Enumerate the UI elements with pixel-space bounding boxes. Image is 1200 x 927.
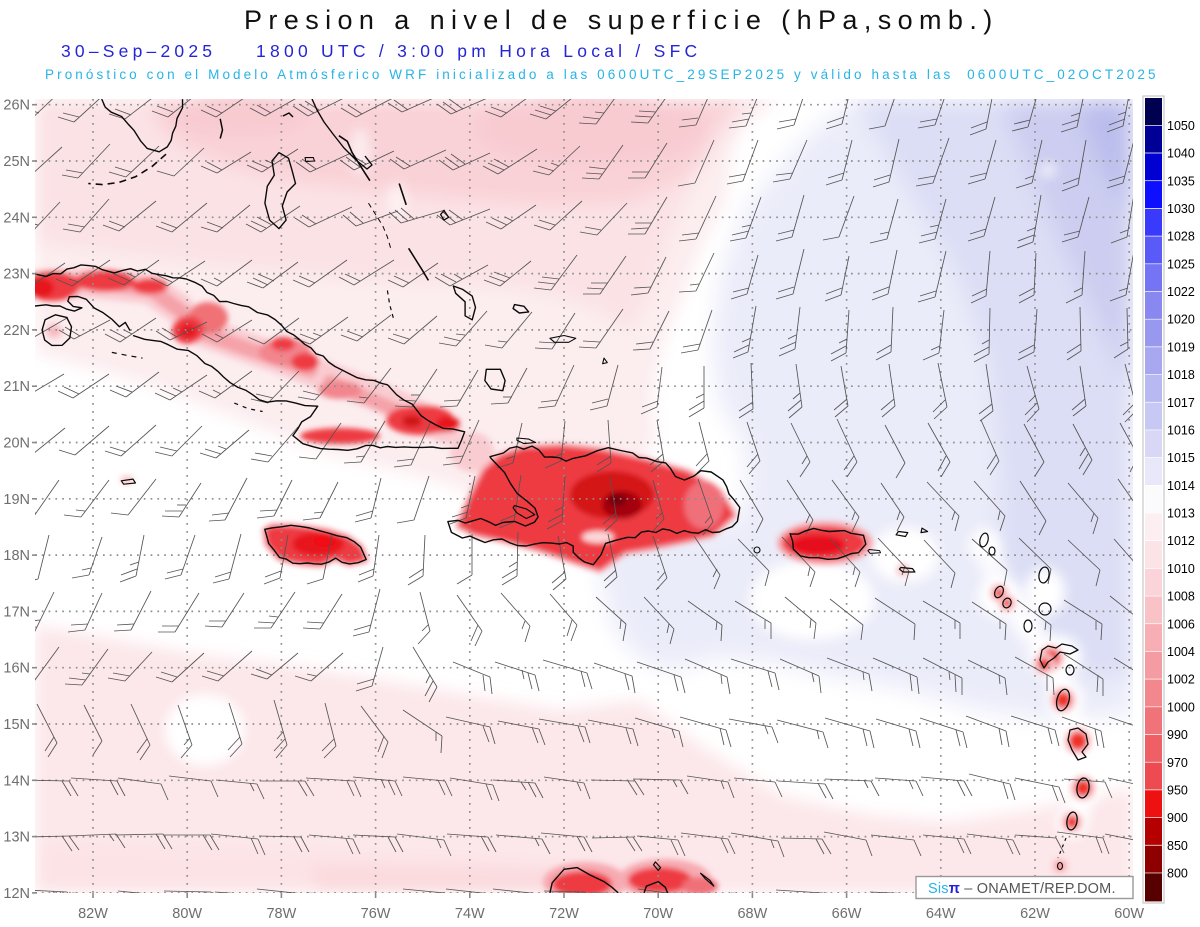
svg-text:13N: 13N xyxy=(3,830,30,846)
svg-text:1010: 1010 xyxy=(1167,562,1195,576)
svg-text:1020: 1020 xyxy=(1167,313,1195,327)
svg-text:1017: 1017 xyxy=(1167,396,1195,410)
svg-text:17N: 17N xyxy=(3,604,30,620)
svg-text:Sisπ – ONAMET/REP.DOM.: Sisπ – ONAMET/REP.DOM. xyxy=(928,881,1116,897)
svg-text:82W: 82W xyxy=(78,906,108,922)
svg-text:72W: 72W xyxy=(549,906,579,922)
svg-text:22N: 22N xyxy=(3,323,30,339)
svg-text:1030: 1030 xyxy=(1167,202,1195,216)
svg-text:15N: 15N xyxy=(3,717,30,733)
svg-text:23N: 23N xyxy=(3,267,30,283)
svg-text:64W: 64W xyxy=(926,906,956,922)
svg-text:25N: 25N xyxy=(3,154,30,170)
svg-text:1028: 1028 xyxy=(1167,230,1195,244)
svg-text:1000: 1000 xyxy=(1167,700,1195,714)
svg-text:20N: 20N xyxy=(3,436,30,452)
svg-text:1025: 1025 xyxy=(1167,257,1195,271)
svg-text:1035: 1035 xyxy=(1167,174,1195,188)
svg-text:70W: 70W xyxy=(643,906,673,922)
svg-text:14N: 14N xyxy=(3,773,30,789)
svg-text:76W: 76W xyxy=(361,906,391,922)
svg-text:1013: 1013 xyxy=(1167,507,1195,521)
svg-text:1040: 1040 xyxy=(1167,147,1195,161)
svg-text:990: 990 xyxy=(1167,728,1188,742)
svg-text:1002: 1002 xyxy=(1167,673,1195,687)
svg-text:1006: 1006 xyxy=(1167,617,1195,631)
svg-text:1016: 1016 xyxy=(1167,424,1195,438)
svg-text:1015: 1015 xyxy=(1167,451,1195,465)
svg-text:1018: 1018 xyxy=(1167,368,1195,382)
svg-text:850: 850 xyxy=(1167,839,1188,853)
svg-text:800: 800 xyxy=(1167,867,1188,881)
svg-text:80W: 80W xyxy=(172,906,202,922)
svg-text:66W: 66W xyxy=(832,906,862,922)
svg-text:1004: 1004 xyxy=(1167,645,1195,659)
svg-text:18N: 18N xyxy=(3,548,30,564)
svg-text:1014: 1014 xyxy=(1167,479,1195,493)
svg-text:1012: 1012 xyxy=(1167,534,1195,548)
svg-text:26N: 26N xyxy=(3,98,30,114)
svg-text:1050: 1050 xyxy=(1167,119,1195,133)
svg-text:12N: 12N xyxy=(3,886,30,902)
svg-text:24N: 24N xyxy=(3,210,30,226)
svg-text:68W: 68W xyxy=(737,906,767,922)
svg-text:970: 970 xyxy=(1167,756,1188,770)
svg-text:62W: 62W xyxy=(1020,906,1050,922)
svg-text:16N: 16N xyxy=(3,661,30,677)
svg-text:21N: 21N xyxy=(3,379,30,395)
svg-text:1008: 1008 xyxy=(1167,590,1195,604)
svg-text:19N: 19N xyxy=(3,492,30,508)
svg-text:1022: 1022 xyxy=(1167,285,1195,299)
svg-text:74W: 74W xyxy=(455,906,485,922)
svg-text:950: 950 xyxy=(1167,783,1188,797)
svg-text:1019: 1019 xyxy=(1167,340,1195,354)
svg-text:900: 900 xyxy=(1167,811,1188,825)
svg-text:78W: 78W xyxy=(266,906,296,922)
svg-text:60W: 60W xyxy=(1114,906,1144,922)
